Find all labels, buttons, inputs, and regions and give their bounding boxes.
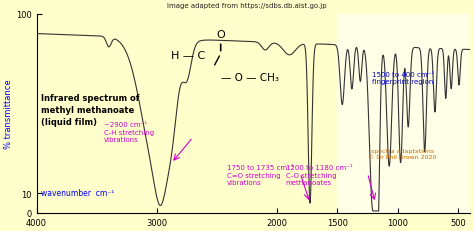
Bar — [337, 15, 470, 213]
Y-axis label: % transmittance: % transmittance — [4, 79, 13, 149]
Text: Image adapted from https://sdbs.db.aist.go.jp: Image adapted from https://sdbs.db.aist.… — [167, 3, 326, 9]
Text: H — C: H — C — [171, 51, 205, 61]
Text: wavenumber  cm⁻¹: wavenumber cm⁻¹ — [41, 188, 114, 197]
Text: Infrared spectrum of
methyl methanoate
(liquid film): Infrared spectrum of methyl methanoate (… — [41, 94, 139, 126]
Text: O: O — [216, 29, 225, 40]
Text: 1500 to 400 cm⁻¹
fingerprint region: 1500 to 400 cm⁻¹ fingerprint region — [372, 71, 434, 85]
Text: 1200 to 1180 cm⁻¹
C-O stretching
methanoates: 1200 to 1180 cm⁻¹ C-O stretching methano… — [286, 164, 353, 185]
Text: spectra adaptations
© Dr Phil Brown 2020: spectra adaptations © Dr Phil Brown 2020 — [368, 148, 437, 159]
Text: ~2900 cm⁻¹
C-H stretching
vibrations: ~2900 cm⁻¹ C-H stretching vibrations — [104, 122, 154, 143]
Text: — O — CH₃: — O — CH₃ — [221, 73, 279, 83]
Text: 1750 to 1735 cm⁻¹
C=O stretching
vibrations: 1750 to 1735 cm⁻¹ C=O stretching vibrati… — [227, 164, 294, 185]
